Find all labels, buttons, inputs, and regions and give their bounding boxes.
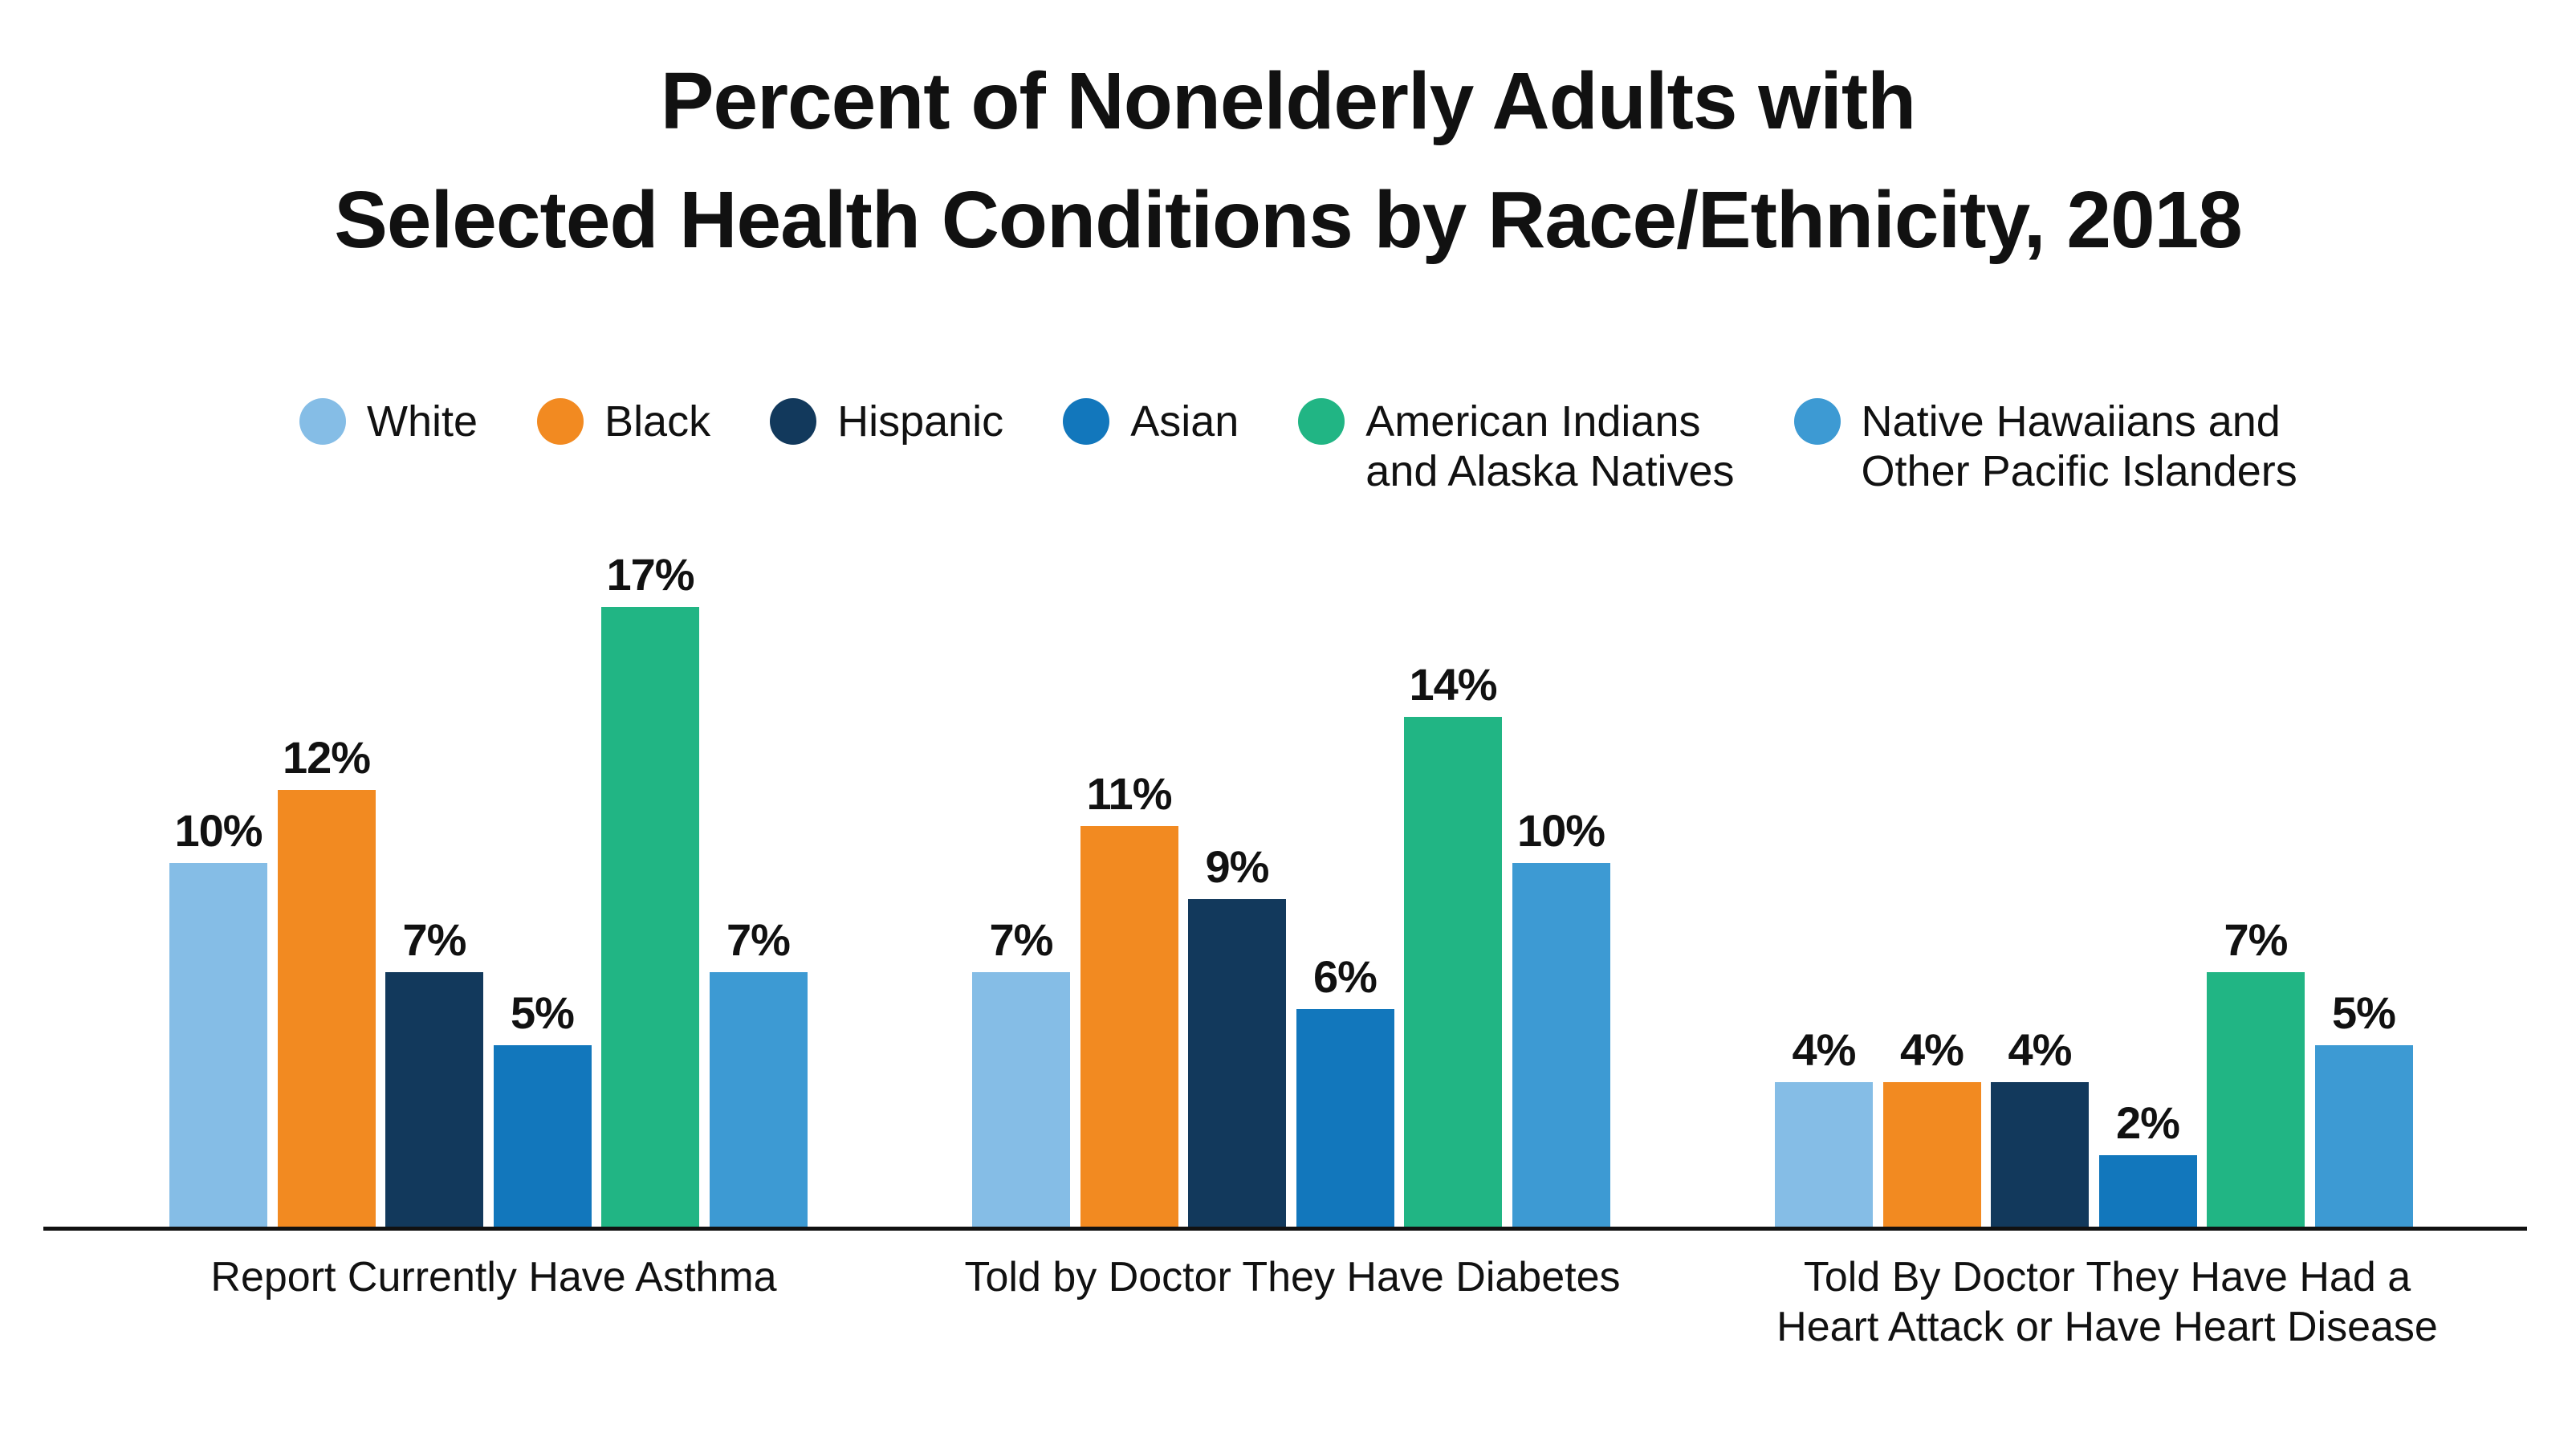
bar-group-told-by-doctor-they-have-diabetes: 7% 11% 9% 6% 14% 10%: [972, 658, 1610, 1228]
legend-item-white: White: [299, 397, 478, 496]
bar-white: [1775, 1082, 1873, 1228]
legend-label-hispanic: Hispanic: [837, 397, 1003, 446]
legend-item-black: Black: [537, 397, 710, 496]
bar-column-white: 7%: [972, 914, 1070, 1228]
chart-title-line2: Selected Health Conditions by Race/Ethni…: [334, 175, 2243, 265]
category-label-asthma: Report Currently Have Asthma: [210, 1252, 776, 1302]
bar-native-hawaiians-and-other-pacific-islanders: [1512, 863, 1610, 1228]
legend-label-line: Black: [604, 397, 711, 446]
bar-column-native-hawaiians-and-other-pacific-islanders: 5%: [2314, 987, 2413, 1228]
legend: White Black Hispanic Asian: [299, 397, 2297, 496]
bar-hispanic: [1188, 899, 1286, 1228]
bar-black: [1080, 826, 1178, 1228]
bar-column-black: 11%: [1080, 767, 1178, 1228]
legend-label-line: Hispanic: [837, 397, 1004, 446]
bar-white: [972, 972, 1070, 1228]
legend-label-line: American Indians: [1365, 397, 1701, 446]
bar-american-indians-and-alaska-natives: [2207, 972, 2305, 1228]
bar-column-white: 4%: [1775, 1024, 1873, 1228]
bar-value-label: 11%: [1086, 768, 1173, 819]
bar-column-asian: 6%: [1296, 950, 1394, 1228]
bar-value-label: 7%: [402, 914, 467, 965]
bar-column-hispanic: 7%: [385, 914, 483, 1228]
bar-column-american-indians-and-alaska-natives: 17%: [601, 548, 699, 1228]
bar-value-label: 4%: [2008, 1024, 2073, 1075]
bar-column-american-indians-and-alaska-natives: 14%: [1404, 658, 1502, 1228]
bar-value-label: 14%: [1409, 659, 1497, 710]
bar-native-hawaiians-and-other-pacific-islanders: [2314, 1045, 2413, 1228]
legend-swatch-native-hawaiians-pacific-islanders: [1793, 398, 1841, 445]
chart-title-line1: Percent of Nonelderly Adults with: [660, 56, 1916, 146]
category-label-line: Report Currently Have Asthma: [210, 1254, 777, 1300]
bar-american-indians-and-alaska-natives: [601, 607, 699, 1228]
bar-value-label: 4%: [1792, 1024, 1857, 1075]
bar-hispanic: [1991, 1082, 2089, 1228]
legend-label-black: Black: [604, 397, 710, 446]
bar-value-label: 7%: [726, 914, 791, 965]
bar-column-black: 4%: [1882, 1024, 1981, 1228]
chart-title: Percent of Nonelderly Adults with Select…: [0, 42, 2576, 279]
bar-column-black: 12%: [277, 731, 376, 1228]
bar-value-label: 10%: [174, 805, 262, 856]
legend-item-american-indians-alaska-natives: American Indians and Alaska Natives: [1298, 397, 1735, 496]
legend-swatch-american-indians-alaska-natives: [1298, 398, 1345, 445]
bar-black: [277, 790, 376, 1228]
category-label-heart-disease: Told By Doctor They Have Had a Heart Att…: [1776, 1252, 2438, 1352]
legend-label-american-indians-alaska-natives: American Indians and Alaska Natives: [1365, 397, 1734, 496]
bar-value-label: 12%: [282, 732, 371, 783]
legend-label-line: Other Pacific Islanders: [1861, 447, 2297, 495]
bar-value-label: 7%: [2224, 914, 2289, 965]
bar-column-hispanic: 4%: [1991, 1024, 2089, 1228]
bar-asian: [2098, 1155, 2197, 1228]
legend-swatch-asian: [1063, 398, 1110, 445]
bar-black: [1882, 1082, 1981, 1228]
bar-group-told-by-doctor-they-have-had-a-heart-att: 4% 4% 4% 2% 7% 5%: [1775, 914, 2413, 1228]
bar-hispanic: [385, 972, 483, 1228]
legend-label-line: and Alaska Natives: [1365, 447, 1735, 495]
bar-value-label: 10%: [1516, 805, 1605, 856]
bar-column-native-hawaiians-and-other-pacific-islanders: 7%: [709, 914, 808, 1228]
x-axis-line: [43, 1227, 2527, 1231]
legend-item-asian: Asian: [1063, 397, 1239, 496]
legend-label-line: Native Hawaiians and: [1861, 397, 2281, 446]
bar-value-label: 5%: [511, 987, 575, 1038]
legend-label-white: White: [367, 397, 478, 446]
bar-column-native-hawaiians-and-other-pacific-islanders: 10%: [1512, 804, 1610, 1228]
bar-value-label: 2%: [2116, 1097, 2180, 1148]
category-label-line: Told By Doctor They Have Had a: [1803, 1254, 2411, 1300]
bar-value-label: 17%: [606, 549, 694, 600]
bar-value-label: 6%: [1313, 951, 1378, 1002]
bar-value-label: 9%: [1205, 841, 1270, 892]
bar-value-label: 7%: [989, 914, 1054, 965]
legend-label-asian: Asian: [1130, 397, 1239, 446]
bar-column-white: 10%: [169, 804, 267, 1228]
legend-swatch-black: [537, 398, 584, 445]
category-label-line: Heart Attack or Have Heart Disease: [1776, 1304, 2438, 1350]
bar-column-asian: 5%: [493, 987, 592, 1228]
legend-item-hispanic: Hispanic: [770, 397, 1003, 496]
bar-native-hawaiians-and-other-pacific-islanders: [709, 972, 808, 1228]
legend-swatch-white: [299, 398, 346, 445]
bar-group-report-currently-have-asthma: 10% 12% 7% 5% 17% 7%: [169, 548, 808, 1228]
legend-label-native-hawaiians-pacific-islanders: Native Hawaiians and Other Pacific Islan…: [1862, 397, 2297, 496]
bar-white: [169, 863, 267, 1228]
legend-label-line: Asian: [1130, 397, 1239, 446]
bar-column-american-indians-and-alaska-natives: 7%: [2207, 914, 2305, 1228]
bar-column-hispanic: 9%: [1188, 841, 1286, 1228]
legend-item-native-hawaiians-pacific-islanders: Native Hawaiians and Other Pacific Islan…: [1793, 397, 2297, 496]
bar-value-label: 4%: [1900, 1024, 1964, 1075]
bar-asian: [1296, 1009, 1394, 1228]
bar-value-label: 5%: [2332, 987, 2396, 1038]
category-label-line: Told by Doctor They Have Diabetes: [964, 1254, 1621, 1300]
bar-column-asian: 2%: [2098, 1097, 2197, 1228]
legend-swatch-hispanic: [770, 398, 817, 445]
plot-area: 10% 12% 7% 5% 17% 7% 7% 11% 9% 6% 14% 10% 4% 4% 4% 2% 7%…: [169, 548, 2413, 1228]
bar-american-indians-and-alaska-natives: [1404, 717, 1502, 1228]
category-label-diabetes: Told by Doctor They Have Diabetes: [965, 1252, 1621, 1302]
legend-label-line: White: [367, 397, 478, 446]
bar-asian: [493, 1045, 592, 1228]
